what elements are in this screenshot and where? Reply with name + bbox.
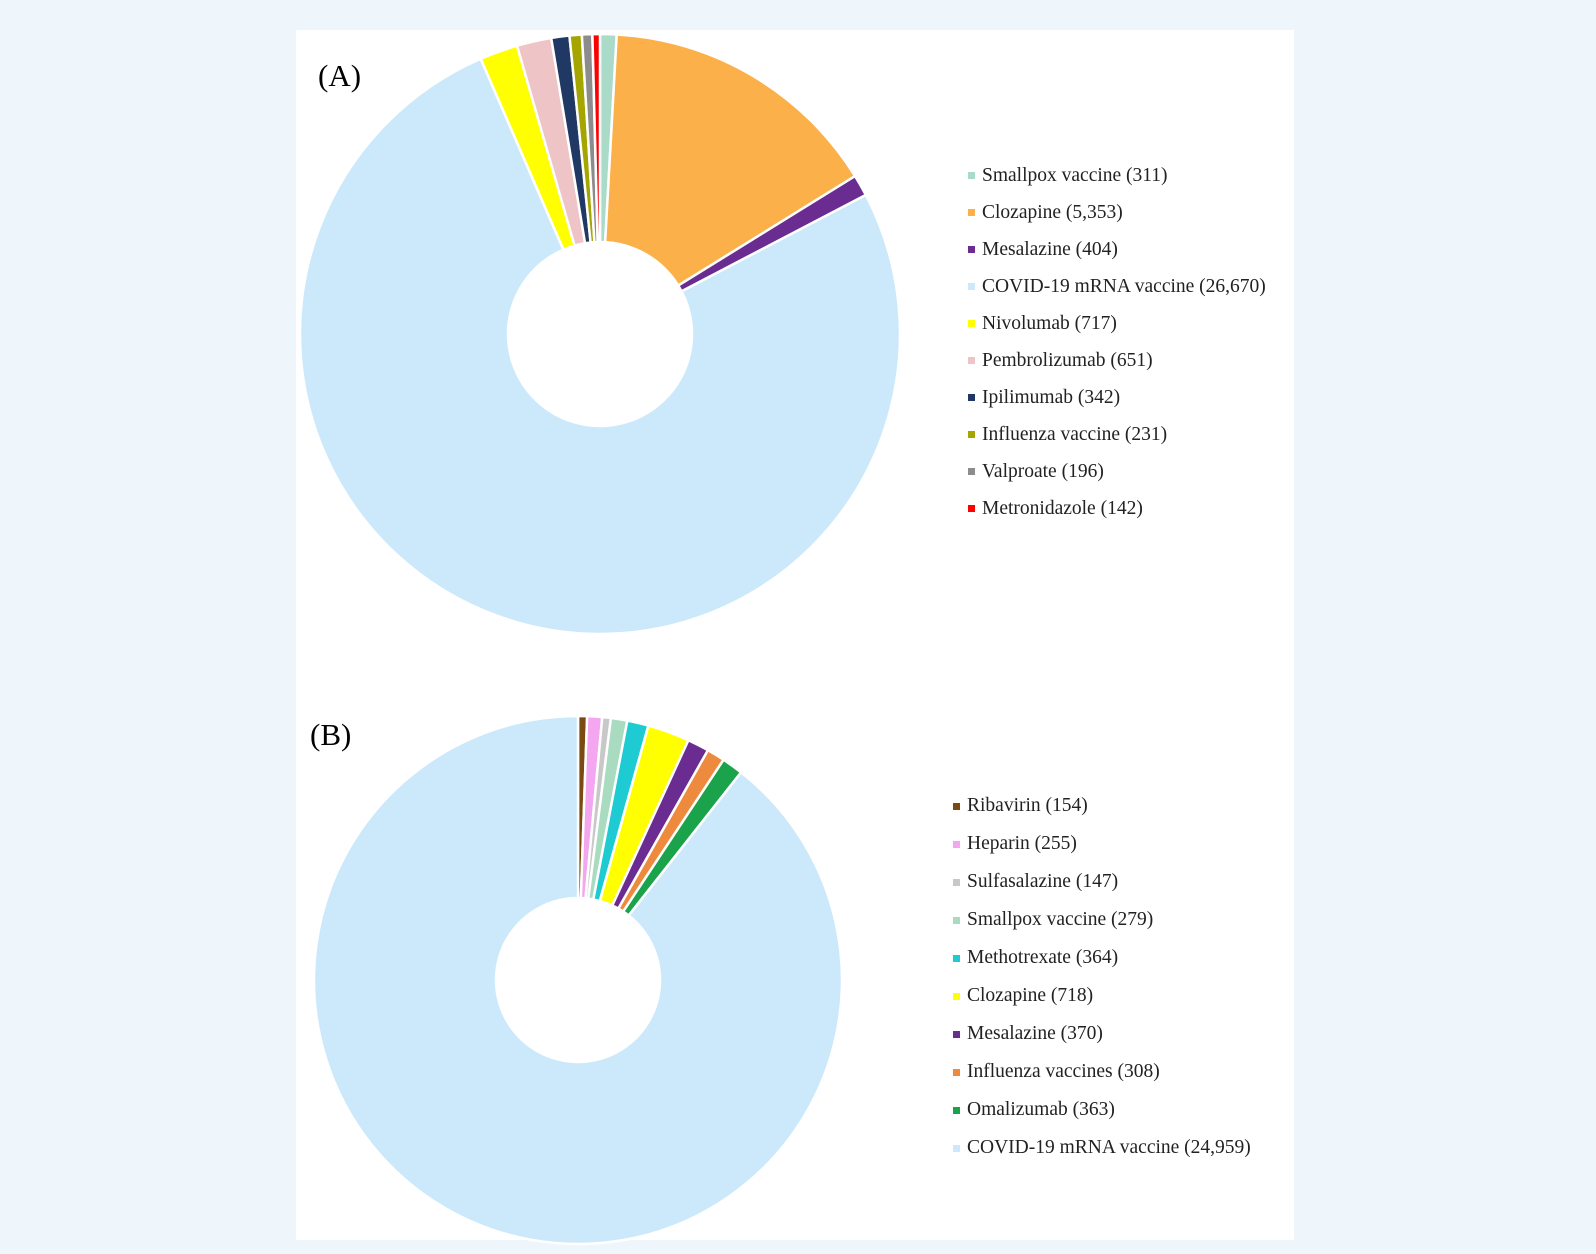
legend-swatch-a-6 xyxy=(968,394,975,401)
legend-a: Smallpox vaccine (311) Clozapine (5,353) M… xyxy=(968,157,1266,527)
slices-b xyxy=(312,714,844,1246)
legend-swatch-b-3 xyxy=(953,916,960,924)
slice-a-3 xyxy=(298,57,902,636)
legend-swatch-a-7 xyxy=(968,431,975,438)
legend-label-b-2: Sulfasalazine (147) xyxy=(967,871,1119,892)
panel-label-b: (B) xyxy=(310,717,351,752)
legend-label-b-9: COVID-19 mRNA vaccine (24,959) xyxy=(967,1137,1251,1158)
legend-swatch-a-3 xyxy=(968,283,975,290)
donut-chart-a: (A) xyxy=(298,32,902,636)
legend-swatch-a-1 xyxy=(968,209,975,216)
legend-label-b-1: Heparin (255) xyxy=(967,833,1077,854)
legend-swatch-b-8 xyxy=(953,1106,960,1114)
slices-a xyxy=(298,32,902,636)
slice-b-9 xyxy=(312,714,844,1246)
legend-item-a-3: COVID-19 mRNA vaccine (26,670) xyxy=(968,268,1266,305)
legend-swatch-b-0 xyxy=(953,802,960,810)
legend-item-b-9: COVID-19 mRNA vaccine (24,959) xyxy=(953,1129,1251,1167)
legend-label-a-1: Clozapine (5,353) xyxy=(982,201,1123,223)
legend-swatch-b-9 xyxy=(953,1144,960,1152)
legend-item-a-6: Ipilimumab (342) xyxy=(968,379,1266,416)
legend-label-b-7: Influenza vaccines (308) xyxy=(967,1061,1160,1082)
legend-label-b-0: Ribavirin (154) xyxy=(967,795,1088,816)
legend-item-a-2: Mesalazine (404) xyxy=(968,231,1266,268)
legend-item-a-8: Valproate (196) xyxy=(968,453,1266,490)
legend-label-a-8: Valproate (196) xyxy=(982,460,1104,482)
legend-label-b-8: Omalizumab (363) xyxy=(967,1099,1115,1120)
legend-swatch-a-2 xyxy=(968,246,975,253)
legend-label-a-2: Mesalazine (404) xyxy=(982,238,1118,260)
slice-a-1 xyxy=(603,33,857,287)
legend-swatch-a-4 xyxy=(968,320,975,327)
legend-label-b-4: Methotrexate (364) xyxy=(967,947,1119,968)
legend-label-a-3: COVID-19 mRNA vaccine (26,670) xyxy=(982,275,1266,297)
legend-swatch-b-6 xyxy=(953,1030,960,1038)
legend-swatch-b-7 xyxy=(953,1068,960,1076)
legend-item-b-3: Smallpox vaccine (279) xyxy=(953,901,1251,939)
legend-item-b-2: Sulfasalazine (147) xyxy=(953,863,1251,901)
legend-item-b-8: Omalizumab (363) xyxy=(953,1091,1251,1129)
legend-swatch-b-4 xyxy=(953,954,960,962)
legend-item-b-6: Mesalazine (370) xyxy=(953,1015,1251,1053)
legend-swatch-b-2 xyxy=(953,878,960,886)
legend-item-a-1: Clozapine (5,353) xyxy=(968,194,1266,231)
panel-label-a: (A) xyxy=(318,58,361,93)
legend-label-a-6: Ipilimumab (342) xyxy=(982,386,1121,408)
legend-swatch-b-5 xyxy=(953,992,960,1000)
legend-swatch-a-0 xyxy=(968,172,975,179)
legend-label-a-0: Smallpox vaccine (311) xyxy=(982,164,1168,186)
legend-label-a-5: Pembrolizumab (651) xyxy=(982,349,1153,371)
legend-label-b-6: Mesalazine (370) xyxy=(967,1023,1103,1044)
legend-swatch-a-5 xyxy=(968,357,975,364)
legend-b: Ribavirin (154) Heparin (255) Sulfasalazin… xyxy=(953,787,1251,1167)
legend-item-b-7: Influenza vaccines (308) xyxy=(953,1053,1251,1091)
legend-swatch-b-1 xyxy=(953,840,960,848)
legend-label-b-3: Smallpox vaccine (279) xyxy=(967,909,1154,930)
legend-item-b-5: Clozapine (718) xyxy=(953,977,1251,1015)
legend-label-b-5: Clozapine (718) xyxy=(967,985,1094,1006)
figure: (A) Smallpox vaccine (311) Clozapine (5,3… xyxy=(296,30,1294,1246)
legend-swatch-a-9 xyxy=(968,505,975,512)
legend-item-a-9: Metronidazole (142) xyxy=(968,490,1266,527)
slice-a-9 xyxy=(591,32,602,244)
legend-label-a-4: Nivolumab (717) xyxy=(982,312,1117,334)
legend-label-a-9: Metronidazole (142) xyxy=(982,497,1143,519)
legend-item-a-4: Nivolumab (717) xyxy=(968,305,1266,342)
legend-item-a-5: Pembrolizumab (651) xyxy=(968,342,1266,379)
legend-swatch-a-8 xyxy=(968,468,975,475)
legend-item-a-0: Smallpox vaccine (311) xyxy=(968,157,1266,194)
legend-item-b-1: Heparin (255) xyxy=(953,825,1251,863)
legend-label-a-7: Influenza vaccine (231) xyxy=(982,423,1168,445)
legend-item-b-0: Ribavirin (154) xyxy=(953,787,1251,825)
legend-item-b-4: Methotrexate (364) xyxy=(953,939,1251,977)
donut-chart-b: (B) xyxy=(310,714,844,1246)
legend-item-a-7: Influenza vaccine (231) xyxy=(968,416,1266,453)
